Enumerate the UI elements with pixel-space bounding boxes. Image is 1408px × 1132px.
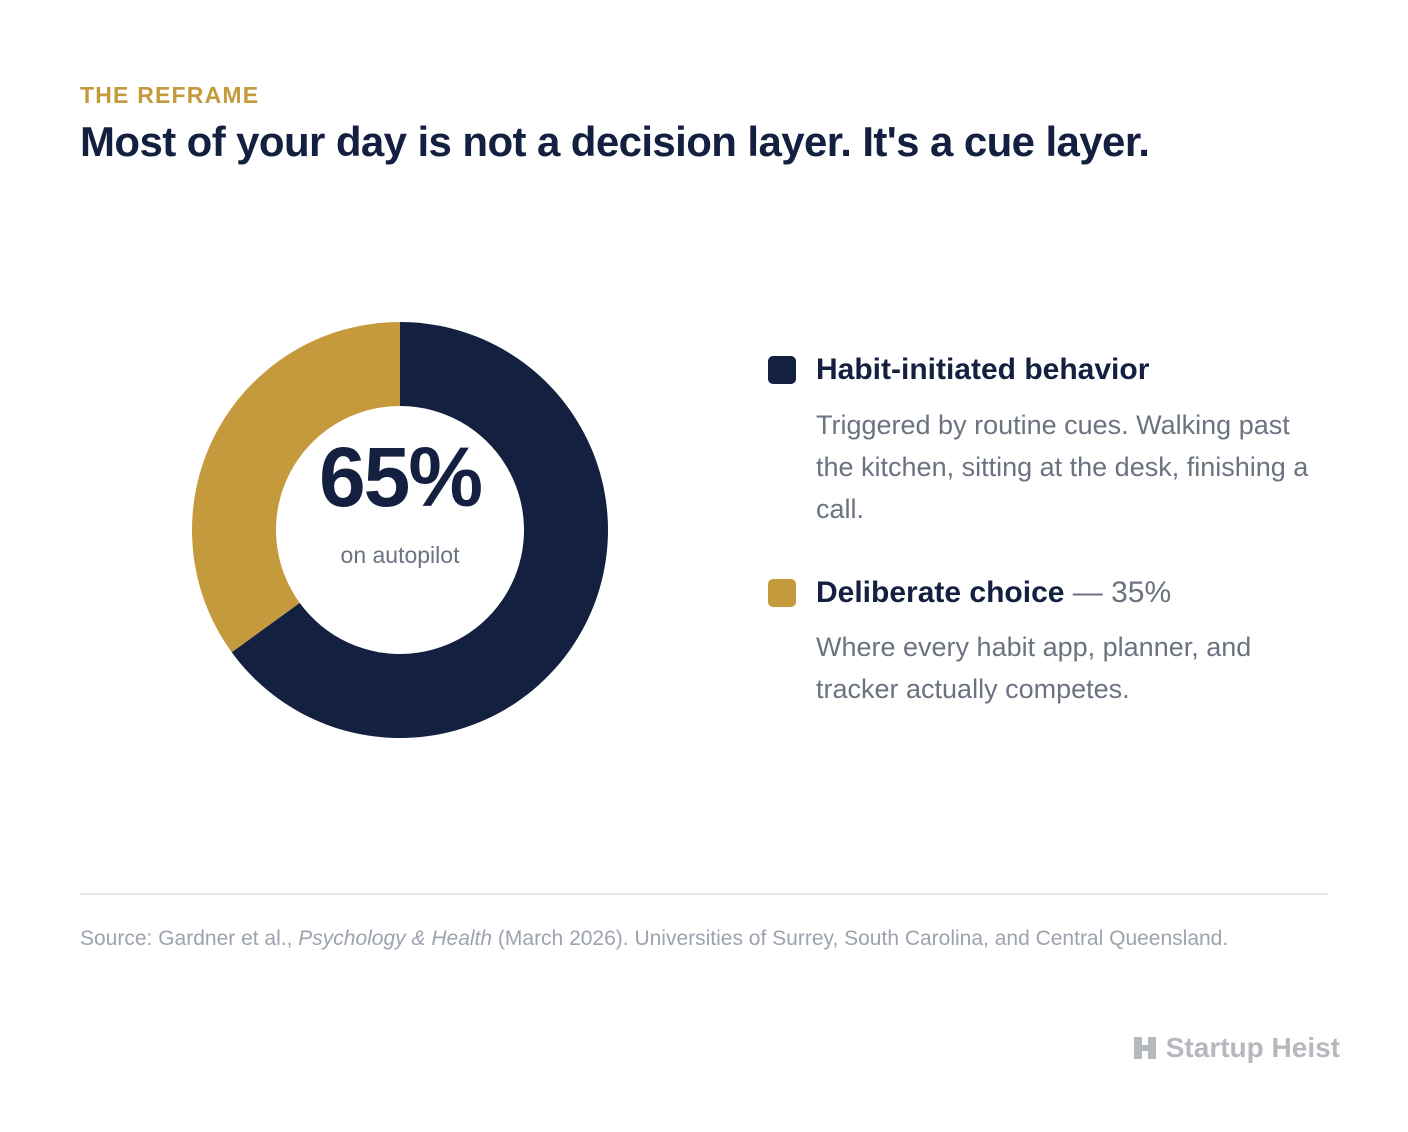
page-title: Most of your day is not a decision layer… (80, 118, 1150, 165)
donut-svg (192, 322, 608, 738)
center-value: 65% (318, 430, 483, 524)
center-caption: on autopilot (340, 542, 460, 568)
brand-name: Startup Heist (1165, 1032, 1340, 1063)
legend-swatch (768, 356, 796, 384)
donut-slice-habit (231, 322, 608, 738)
legend-title-suffix: — 35% (1064, 576, 1172, 609)
building-icon (1133, 1037, 1156, 1059)
legend-title-text: Habit-initiated behavior (816, 353, 1150, 386)
legend-title: Habit-initiated behavior (816, 353, 1149, 387)
donut-slice-deliberate (192, 322, 400, 653)
source-note: Source: Gardner et al., Psychology & Hea… (80, 924, 1260, 953)
legend-title-text: Deliberate choice (816, 576, 1065, 609)
source-prefix: Source: Gardner et al., (80, 927, 299, 950)
source-suffix: (March 2026). Universities of Surrey, So… (492, 927, 1229, 950)
legend-swatch (768, 579, 796, 607)
brand-logo: Startup Heist (1132, 1032, 1340, 1064)
legend-description: Where every habit app, planner, and trac… (816, 632, 1252, 704)
legend-description: Triggered by routine cues. Walking past … (816, 410, 1309, 524)
source-journal: Psychology & Health (298, 927, 493, 950)
divider (80, 893, 1328, 895)
eyebrow-label: THE REFRAME (80, 82, 260, 108)
legend-title: Deliberate choice — 35% (816, 576, 1171, 610)
donut-chart (190, 320, 610, 740)
